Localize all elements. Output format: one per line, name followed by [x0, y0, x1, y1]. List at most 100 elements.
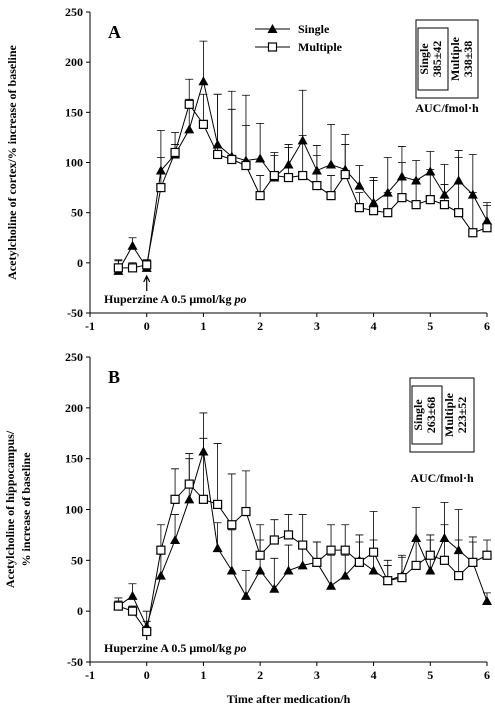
- y-tick-label: 100: [65, 503, 83, 517]
- data-point: [227, 520, 237, 530]
- data-point: [170, 147, 180, 158]
- legend-marker: [267, 24, 278, 33]
- annotation-text: Huperzine A 0.5 μmol/kg: [104, 292, 231, 306]
- y-tick-label: 150: [65, 452, 83, 466]
- x-tick-label: 5: [427, 668, 433, 682]
- x-tick-label: 1: [200, 668, 206, 682]
- data-point: [467, 189, 478, 199]
- y-tick-label: -50: [67, 306, 83, 320]
- data-point: [283, 159, 294, 169]
- x-tick-label: 3: [314, 668, 320, 682]
- error-bar: [440, 524, 449, 561]
- data-point: [411, 175, 422, 185]
- error-bar: [199, 93, 208, 125]
- data-point: [184, 479, 194, 489]
- error-bar: [298, 514, 307, 546]
- data-point: [439, 200, 450, 210]
- annotation-italic: po: [233, 641, 246, 655]
- data-point: [439, 555, 450, 565]
- data-point: [326, 159, 337, 169]
- arrow: [143, 274, 151, 291]
- y-tick-label: 200: [65, 55, 83, 69]
- data-point: [468, 228, 478, 238]
- data-point: [397, 193, 407, 203]
- y-tick-label: -50: [67, 655, 83, 669]
- data-point: [255, 550, 265, 560]
- data-point: [425, 565, 436, 575]
- data-point: [411, 200, 421, 210]
- x-tick-label: 0: [144, 319, 150, 333]
- error-bar: [412, 507, 421, 538]
- data-point: [269, 535, 279, 545]
- data-point: [368, 547, 379, 557]
- data-point: [312, 557, 322, 567]
- data-point: [368, 197, 379, 207]
- x-axis-label: Time after medication/h: [227, 692, 351, 706]
- x-tick-label: 0: [144, 668, 150, 682]
- data-point: [425, 166, 436, 176]
- data-point: [397, 573, 407, 583]
- data-point: [127, 590, 138, 600]
- x-tick-label: 3: [314, 319, 320, 333]
- data-point: [255, 191, 265, 201]
- y-tick-label: 50: [71, 206, 83, 220]
- data-point: [269, 583, 280, 593]
- x-tick-label: 6: [484, 319, 490, 333]
- data-point: [382, 187, 393, 197]
- data-point: [482, 550, 492, 560]
- data-point: [170, 494, 180, 504]
- data-point: [283, 530, 294, 540]
- data-point: [142, 260, 152, 270]
- data-point: [453, 175, 464, 185]
- error-bar: [227, 529, 236, 571]
- data-point: [155, 570, 166, 580]
- data-point: [297, 135, 308, 145]
- data-point: [354, 203, 364, 213]
- data-point: [184, 99, 194, 109]
- error-bar: [327, 123, 336, 165]
- x-tick-label: -1: [85, 319, 95, 333]
- data-point: [326, 191, 336, 201]
- data-point: [482, 223, 492, 233]
- data-point: [213, 499, 223, 510]
- x-tick-label: -1: [85, 668, 95, 682]
- auc-value: 385±42: [430, 41, 444, 78]
- data-point: [396, 171, 407, 181]
- error-bar: [454, 157, 463, 213]
- error-bar: [199, 40, 208, 82]
- data-point: [212, 543, 223, 553]
- y-tick-label: 0: [77, 256, 83, 270]
- auc-box-inner: [417, 27, 449, 91]
- data-point: [298, 170, 308, 181]
- panel-label: B: [108, 367, 120, 387]
- data-point: [425, 195, 435, 205]
- auc-value: 223±52: [455, 397, 469, 434]
- y-tick-label: 150: [65, 105, 83, 119]
- data-point: [184, 124, 195, 134]
- auc-box: [415, 19, 479, 99]
- error-bar: [227, 108, 236, 160]
- auc-value: 338±38: [461, 41, 475, 78]
- x-tick-label: 6: [484, 668, 490, 682]
- data-point: [127, 263, 138, 273]
- data-point: [213, 149, 223, 160]
- y-tick-label: 50: [71, 553, 83, 567]
- data-point: [454, 570, 464, 581]
- error-bar: [241, 470, 250, 512]
- y-tick-label: 0: [77, 604, 83, 618]
- error-bar: [227, 473, 236, 525]
- y-tick-label: 200: [65, 401, 83, 415]
- legend-label: Single: [298, 22, 330, 36]
- error-bar: [383, 157, 392, 193]
- error-bar: [327, 554, 336, 586]
- y-tick-label: 250: [65, 5, 83, 19]
- x-tick-label: 4: [371, 668, 377, 682]
- error-bar: [468, 154, 477, 195]
- data-point: [454, 208, 464, 218]
- error-bar: [171, 468, 180, 500]
- annotation: Huperzine A 0.5 μmol/kg po: [104, 292, 246, 306]
- legend-label: Multiple: [298, 40, 343, 54]
- data-point: [411, 532, 422, 542]
- data-point: [439, 189, 450, 199]
